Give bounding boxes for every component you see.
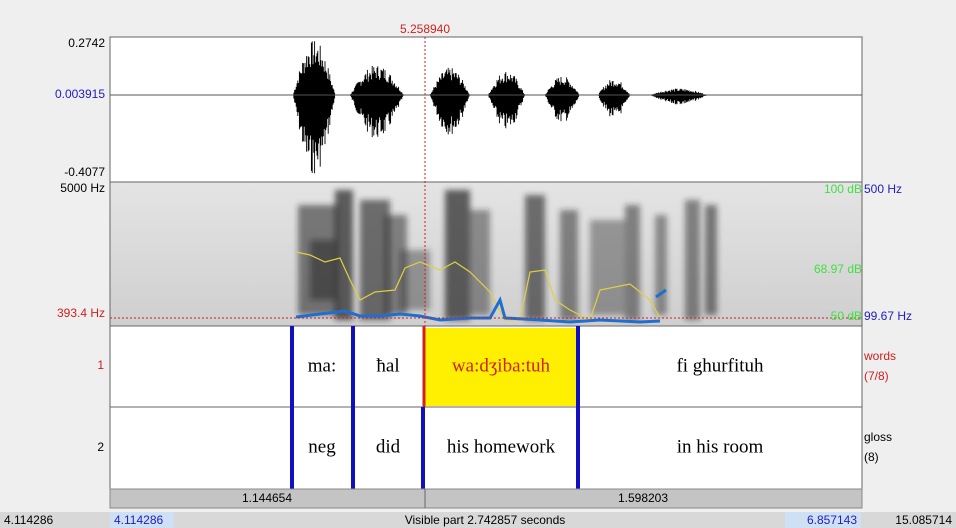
pitch-bottom: 99.67 Hz xyxy=(864,309,912,323)
interval-label[interactable]: did xyxy=(376,436,401,457)
interval-label[interactable]: neg xyxy=(308,436,336,457)
spectral-energy xyxy=(335,190,353,320)
tier-number: 2 xyxy=(97,440,104,454)
cursor-time: 5.258940 xyxy=(400,22,450,36)
spec-top-freq: 5000 Hz xyxy=(60,181,105,195)
spectral-energy xyxy=(310,240,335,300)
tier-count: (7/8) xyxy=(864,369,889,383)
selection-left[interactable]: 1.144654 xyxy=(242,491,292,505)
selection-bar[interactable] xyxy=(110,489,862,508)
tier-number: 1 xyxy=(97,358,104,372)
praat-window: 5.258940 0.2742 0.003915 -0.4077 5000 Hz… xyxy=(0,0,956,528)
tier-name: words xyxy=(863,349,896,363)
db-mid: 68.97 dB xyxy=(814,262,862,276)
tier-count: (8) xyxy=(864,450,879,464)
interval-label[interactable]: in his room xyxy=(677,436,764,457)
spectral-energy xyxy=(470,210,490,315)
tier-name: gloss xyxy=(864,430,892,444)
wave-zero: 0.003915 xyxy=(55,87,105,101)
interval-label[interactable]: wa:dʒiba:tuh xyxy=(452,355,551,376)
waveform-panel xyxy=(110,37,862,182)
db-top: 100 dB xyxy=(824,182,862,196)
interval-label[interactable]: fi ghurfituh xyxy=(676,355,764,376)
visible-start[interactable]: 4.114286 xyxy=(114,513,163,527)
spectral-energy xyxy=(560,210,578,320)
spectral-energy xyxy=(525,195,545,320)
visible-end[interactable]: 6.857143 xyxy=(807,513,857,527)
spectral-energy xyxy=(590,220,625,315)
visible-part[interactable]: Visible part 2.742857 seconds xyxy=(405,513,566,527)
total-start[interactable]: 4.114286 xyxy=(4,513,53,527)
interval-label[interactable]: ma: xyxy=(308,355,337,376)
spectral-energy xyxy=(685,200,700,320)
interval-label[interactable]: his homework xyxy=(447,436,556,457)
spectral-energy xyxy=(705,205,717,315)
spectral-energy xyxy=(655,215,667,315)
spec-cursor-freq: 393.4 Hz xyxy=(57,306,105,320)
spectral-energy xyxy=(445,190,470,320)
wave-min: -0.4077 xyxy=(64,165,105,179)
pitch-top: 500 Hz xyxy=(864,182,902,196)
db-bottom: 50 dB xyxy=(831,309,862,323)
spectral-energy xyxy=(625,205,640,320)
selection-right[interactable]: 1.598203 xyxy=(618,491,668,505)
total-end[interactable]: 15.085714 xyxy=(895,513,952,527)
interval-label[interactable]: ħal xyxy=(376,355,399,376)
wave-max: 0.2742 xyxy=(68,36,105,50)
